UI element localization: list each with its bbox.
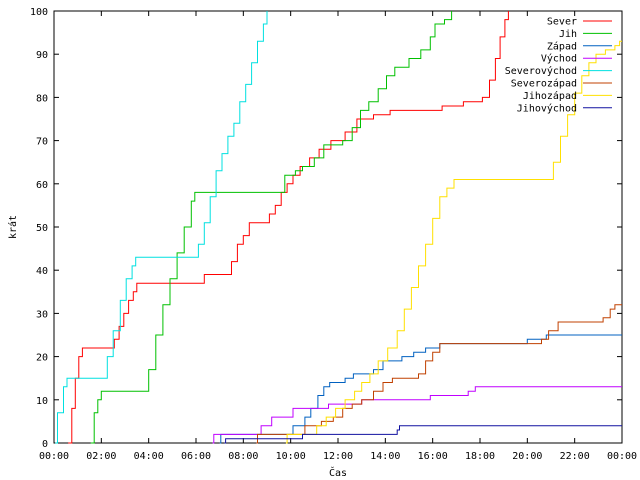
x-tick-label: 16:00 — [418, 451, 448, 462]
x-tick-label: 14:00 — [370, 451, 400, 462]
x-tick-label: 18:00 — [465, 451, 495, 462]
series-line-6 — [285, 40, 622, 444]
x-tick-label: 12:00 — [323, 451, 353, 462]
y-tick-label: 50 — [36, 223, 48, 234]
legend-label-2: Západ — [547, 40, 577, 52]
y-tick-label: 80 — [36, 93, 48, 104]
y-tick-label: 100 — [30, 7, 48, 18]
series-line-4 — [55, 11, 268, 444]
legend-label-6: Jihozápad — [523, 90, 577, 102]
y-tick-label: 30 — [36, 309, 48, 320]
x-tick-label: 00:00 — [607, 451, 637, 462]
series-line-7 — [224, 425, 622, 444]
y-tick-label: 60 — [36, 180, 48, 191]
x-tick-label: 22:00 — [560, 451, 590, 462]
x-tick-label: 06:00 — [181, 451, 211, 462]
x-axis-title: Čas — [329, 466, 347, 479]
series-line-5 — [256, 304, 622, 444]
y-tick-label: 40 — [36, 266, 48, 277]
x-tick-label: 02:00 — [86, 451, 116, 462]
y-tick-label: 90 — [36, 50, 48, 61]
legend-label-0: Sever — [547, 17, 577, 28]
x-tick-label: 04:00 — [134, 451, 164, 462]
x-tick-label: 00:00 — [39, 451, 69, 462]
legend-label-7: Jihovýchod — [517, 102, 577, 114]
x-tick-label: 08:00 — [228, 451, 258, 462]
legend-label-1: Jih — [559, 29, 577, 40]
x-tick-label: 10:00 — [276, 451, 306, 462]
y-tick-label: 70 — [36, 137, 48, 148]
y-tick-label: 0 — [42, 439, 48, 450]
y-axis-title: krát — [7, 215, 19, 239]
y-tick-label: 20 — [36, 353, 48, 364]
legend-label-3: Východ — [541, 53, 577, 65]
series-line-1 — [90, 11, 453, 444]
series-line-0 — [68, 11, 509, 444]
x-tick-label: 20:00 — [512, 451, 542, 462]
series-line-2 — [219, 334, 622, 444]
legend-label-5: Severozápad — [511, 78, 577, 90]
y-tick-label: 10 — [36, 396, 48, 407]
legend-label-4: Severovýchod — [505, 65, 577, 77]
